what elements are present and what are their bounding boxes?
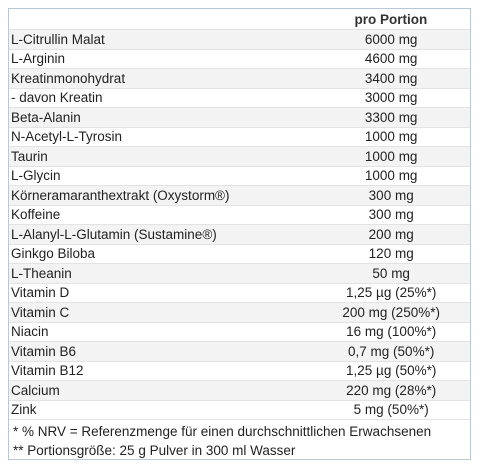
table-row: L-Theanin 50 mg <box>9 263 470 283</box>
table-row: Beta-Alanin 3300 mg <box>9 107 470 127</box>
table-row: Vitamin C 200 mg (250%*) <box>9 302 470 322</box>
header-portion-cell: pro Portion <box>354 11 428 27</box>
ingredient-name: L-Alanyl-L-Glutamin (Sustamine®) <box>11 226 217 242</box>
footnotes: * % NRV = Referenzmenge für einen durchs… <box>9 419 470 459</box>
table-body: L-Citrullin Malat 6000 mg L-Arginin 4600 mg… <box>9 29 470 419</box>
ingredient-amount: 3400 mg <box>364 70 418 86</box>
ingredient-name: Calcium <box>11 382 60 398</box>
ingredient-name: Vitamin C <box>11 304 70 320</box>
ingredient-amount: 120 mg <box>368 246 414 262</box>
table-row: Niacin 16 mg (100%*) <box>9 321 470 342</box>
ingredient-amount: 1000 mg <box>364 148 418 164</box>
ingredient-amount: 300 mg <box>368 187 414 203</box>
ingredient-amount: 200 mg <box>368 226 414 242</box>
ingredient-name: Vitamin B6 <box>11 343 77 359</box>
ingredient-name: L-Arginin <box>11 51 66 67</box>
ingredient-name: Ginkgo Biloba <box>11 246 96 262</box>
ingredient-amount: 1000 mg <box>364 168 418 184</box>
ingredient-amount: 0,7 mg (50%*) <box>348 343 435 359</box>
ingredient-amount: 16 mg (100%*) <box>346 324 437 340</box>
table-row: Vitamin D 1,25 µg (25%*) <box>9 282 470 303</box>
table-row: - davon Kreatin 3000 mg <box>9 87 470 108</box>
nutrition-table: pro Portion L-Citrullin Malat 6000 mg L-Ar… <box>8 8 471 460</box>
footnote-nrv: * % NRV = Referenzmenge für einen durchs… <box>13 424 432 439</box>
table-header: pro Portion <box>9 9 470 29</box>
ingredient-amount: 300 mg <box>368 207 414 223</box>
ingredient-name: L-Glycin <box>11 168 61 184</box>
table-row: L-Arginin 4600 mg <box>9 48 470 69</box>
table-row: L-Glycin 1000 mg <box>9 165 470 186</box>
footnote-portion-size: ** Portionsgröße: 25 g Pulver in 300 ml … <box>13 443 296 458</box>
ingredient-amount: 3000 mg <box>364 90 418 106</box>
table-row: Taurin 1000 mg <box>9 146 470 166</box>
ingredient-name: Vitamin B12 <box>11 363 84 379</box>
ingredient-amount: 220 mg (28%*) <box>346 382 437 398</box>
ingredient-amount: 5 mg (50%*) <box>353 402 429 418</box>
table-row: Ginkgo Biloba 120 mg <box>9 243 470 264</box>
ingredient-amount: 3300 mg <box>364 109 418 125</box>
table-row: L-Citrullin Malat 6000 mg <box>9 29 470 49</box>
table-row: Körneramaranthextrakt (Oxystorm®) 300 mg <box>9 185 470 205</box>
ingredient-name: Taurin <box>11 148 48 164</box>
ingredient-amount: 1000 mg <box>364 129 418 145</box>
ingredient-name: L-Theanin <box>11 265 72 281</box>
table-row: Koffeine 300 mg <box>9 204 470 225</box>
table-row: Calcium 220 mg (28%*) <box>9 380 470 400</box>
table-row: Kreatinmonohydrat 3400 mg <box>9 68 470 88</box>
ingredient-name: Kreatinmonohydrat <box>11 70 126 86</box>
ingredient-amount: 1,25 µg (25%*) <box>346 285 437 301</box>
ingredient-name: L-Citrullin Malat <box>11 31 105 47</box>
ingredient-name: Zink <box>11 402 37 418</box>
ingredient-amount: 6000 mg <box>364 31 418 47</box>
ingredient-amount: 200 mg (250%*) <box>342 304 440 320</box>
ingredient-name: - davon Kreatin <box>11 90 103 106</box>
table-row: N-Acetyl-L-Tyrosin 1000 mg <box>9 126 470 147</box>
ingredient-amount: 50 mg <box>372 265 410 281</box>
ingredient-name: Niacin <box>11 324 49 340</box>
table-row: Zink 5 mg (50%*) <box>9 399 470 420</box>
table-row: Vitamin B12 1,25 µg (50%*) <box>9 360 470 381</box>
ingredient-amount: 1,25 µg (50%*) <box>346 363 437 379</box>
ingredient-name: Koffeine <box>11 207 61 223</box>
table-row: L-Alanyl-L-Glutamin (Sustamine®) 200 mg <box>9 224 470 244</box>
ingredient-amount: 4600 mg <box>364 51 418 67</box>
ingredient-name: N-Acetyl-L-Tyrosin <box>11 129 123 145</box>
ingredient-name: Beta-Alanin <box>11 109 81 125</box>
ingredient-name: Vitamin D <box>11 285 70 301</box>
table-row: Vitamin B6 0,7 mg (50%*) <box>9 341 470 361</box>
ingredient-name: Körneramaranthextrakt (Oxystorm®) <box>11 187 230 203</box>
